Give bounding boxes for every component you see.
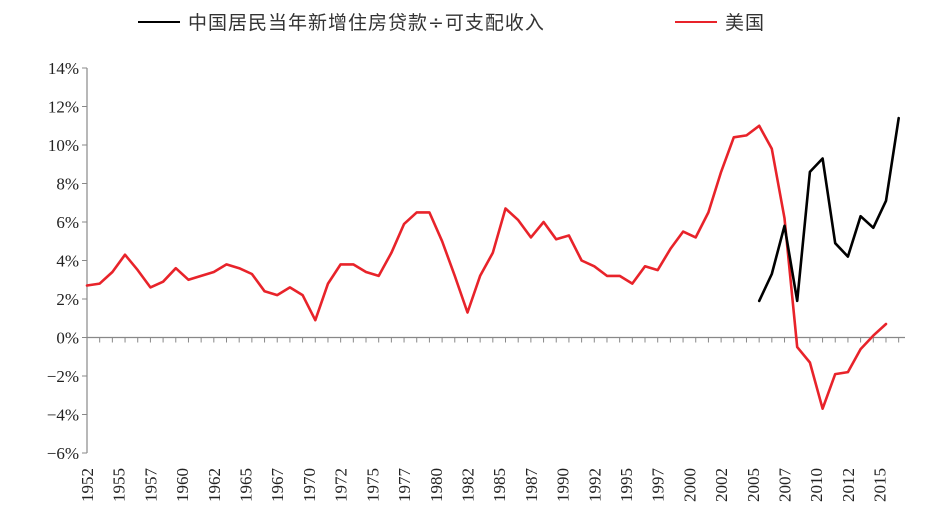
x-tick-label: 1990 <box>554 468 573 502</box>
x-tick-label: 1977 <box>395 468 414 503</box>
legend-label-china: 中国居民当年新增住房贷款÷可支配收入 <box>188 12 545 34</box>
y-tick-label: 4% <box>56 252 79 271</box>
series-lines <box>85 116 901 411</box>
y-tick-label: 14% <box>48 59 79 78</box>
legend-item-us: 美国 <box>675 8 765 35</box>
axes <box>86 68 905 453</box>
x-tick-label: 2012 <box>839 468 858 502</box>
x-axis-ticks: 1952 1955 1957 1960 1962 1965 1967 1970 1972 1975… <box>78 337 900 503</box>
x-tick-label: 1982 <box>458 468 477 502</box>
y-tick-label: 6% <box>56 213 79 232</box>
x-tick-label: 2005 <box>744 468 763 502</box>
x-tick-label: 1985 <box>490 468 509 502</box>
y-tick-label: 2% <box>56 290 79 309</box>
x-tick-label: 1955 <box>110 468 129 502</box>
y-tick-label: 10% <box>48 136 79 155</box>
legend-label-us: 美国 <box>725 12 766 34</box>
x-tick-label: 1965 <box>237 468 256 502</box>
y-tick-label: 8% <box>56 175 79 194</box>
x-tick-label: 1962 <box>205 468 224 502</box>
series-line-china <box>757 116 901 303</box>
y-axis-ticks: 14% 12% 10% 8% 6% 4% 2% 0% −2% −4% −6% <box>47 59 87 463</box>
legend-swatch-china <box>138 20 180 23</box>
legend-swatch-us <box>675 20 717 23</box>
y-tick-label: −2% <box>47 367 79 386</box>
x-tick-label: 2007 <box>776 468 795 503</box>
legend: 中国居民当年新增住房贷款÷可支配收入 美国 <box>0 2 940 38</box>
x-tick-label: 2000 <box>680 468 699 502</box>
y-tick-label: −6% <box>47 444 79 463</box>
x-tick-label: 1975 <box>363 468 382 502</box>
x-tick-label: 2010 <box>807 468 826 502</box>
x-tick-label: 1970 <box>300 468 319 502</box>
x-tick-label: 1987 <box>522 468 541 503</box>
legend-item-china: 中国居民当年新增住房贷款÷可支配收入 <box>138 8 545 35</box>
x-tick-label: 1960 <box>173 468 192 502</box>
x-tick-label: 1972 <box>332 468 351 502</box>
x-tick-label: 1997 <box>649 468 668 503</box>
y-tick-label: −4% <box>47 406 79 425</box>
x-tick-label: 1980 <box>427 468 446 502</box>
x-tick-label: 1957 <box>141 468 160 503</box>
x-tick-label: 2015 <box>871 468 890 502</box>
x-tick-label: 1967 <box>268 468 287 503</box>
x-tick-label: 1992 <box>585 468 604 502</box>
y-tick-label: 12% <box>48 98 79 117</box>
x-tick-label: 2002 <box>712 468 731 502</box>
x-tick-label: 1952 <box>78 468 97 502</box>
series-line-us <box>85 124 888 411</box>
x-tick-label: 1995 <box>617 468 636 502</box>
y-tick-label: 0% <box>56 329 79 348</box>
